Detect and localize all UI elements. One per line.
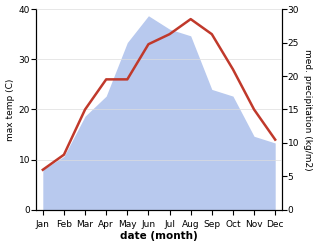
Y-axis label: max temp (C): max temp (C): [5, 78, 15, 141]
Y-axis label: med. precipitation (kg/m2): med. precipitation (kg/m2): [303, 49, 313, 170]
X-axis label: date (month): date (month): [120, 231, 198, 242]
